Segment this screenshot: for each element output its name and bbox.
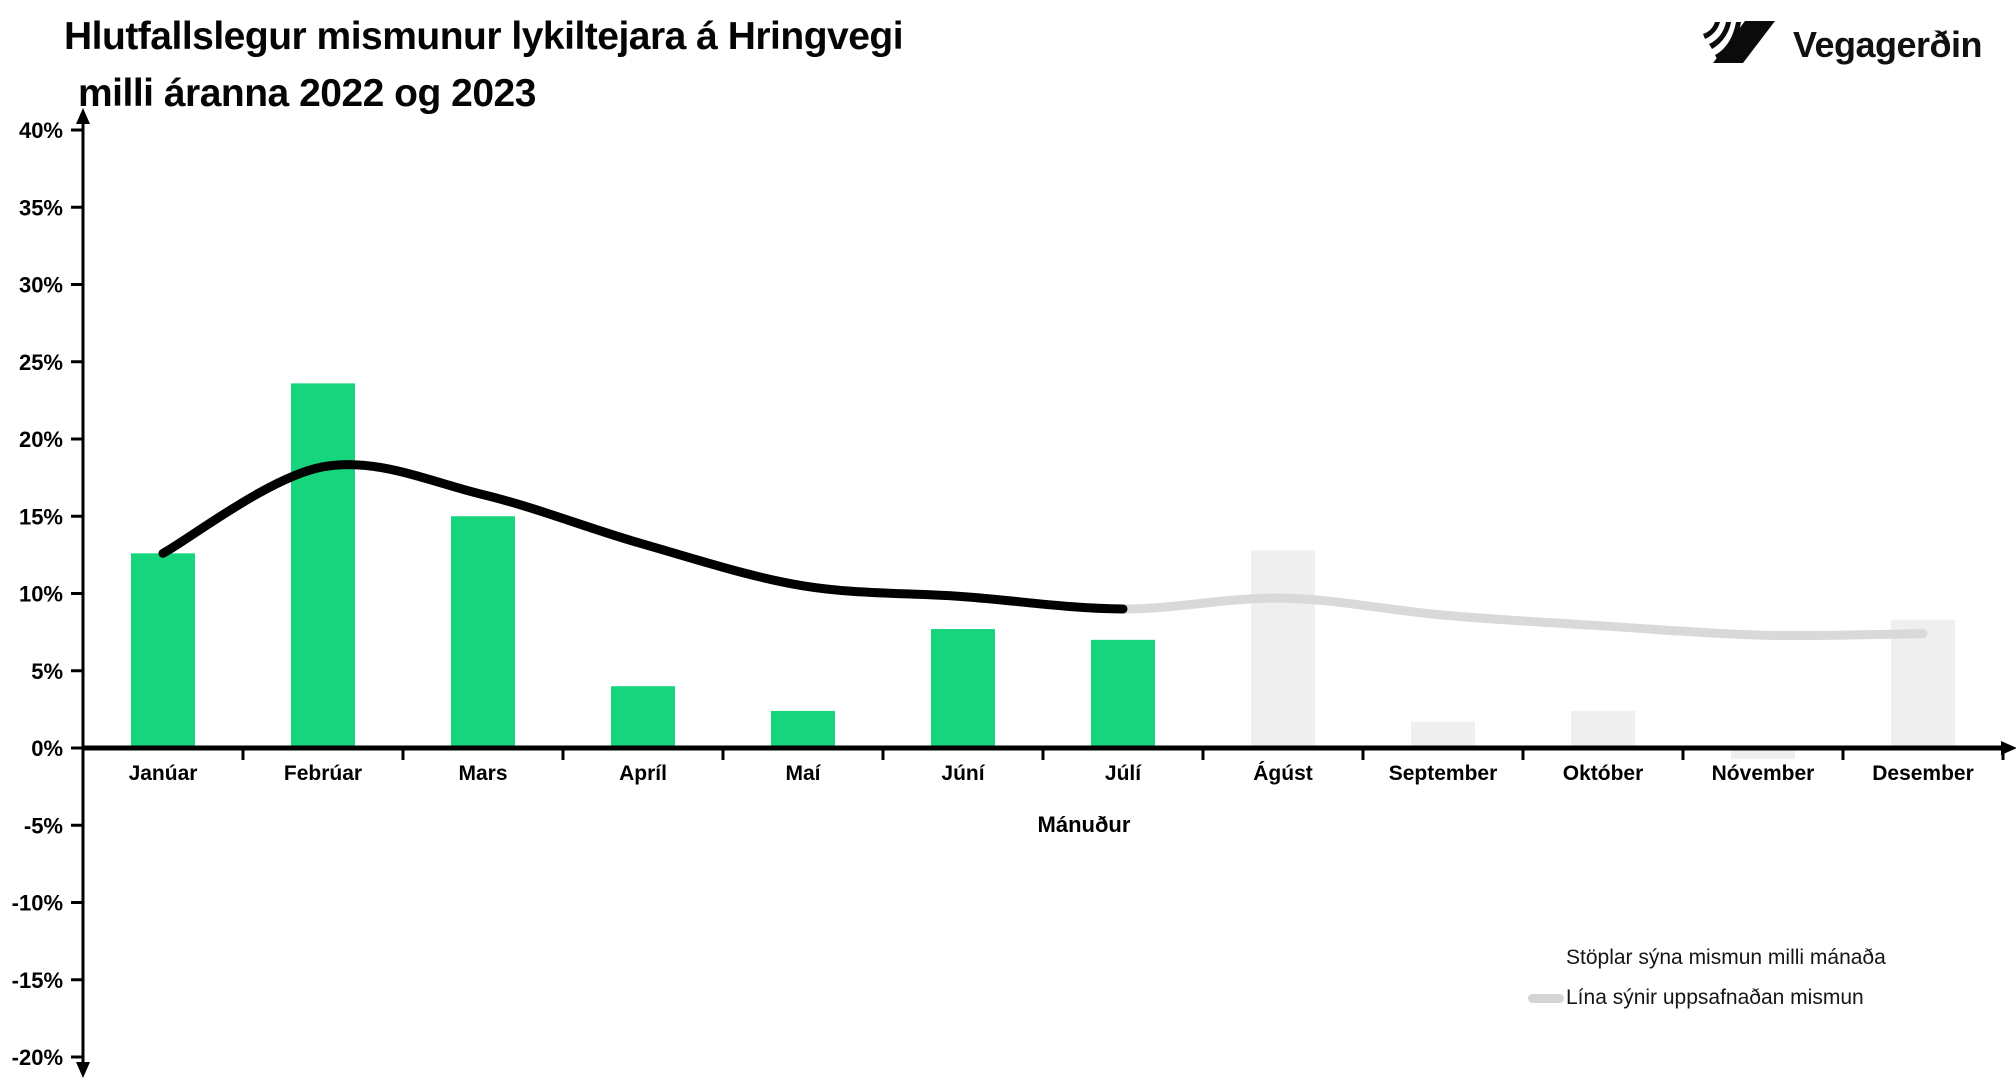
bar-ágúst	[1251, 550, 1315, 748]
legend-row-bars: Stöplar sýna mismun milli mánaða	[1528, 938, 1886, 978]
bar-desember	[1891, 619, 1955, 748]
y-tick-label: 0%	[31, 736, 63, 761]
y-tick-label: -10%	[12, 891, 63, 916]
y-tick-label: -15%	[12, 968, 63, 993]
brand-logo: Vegagerðin	[1701, 18, 1983, 71]
y-tick-label: 5%	[31, 659, 63, 684]
x-category-label: Desember	[1872, 762, 1974, 785]
x-category-label: Ágúst	[1253, 762, 1313, 785]
y-axis-up-arrow-icon	[76, 108, 90, 124]
y-tick-label: -20%	[12, 1045, 63, 1070]
chart-title: Hlutfallslegur mismunur lykiltejara á Hr…	[64, 8, 904, 122]
bar-mars	[451, 516, 515, 748]
brand-name: Vegagerðin	[1792, 23, 1983, 65]
bar-maí	[771, 710, 835, 748]
vegagerdin-logo-icon	[1701, 18, 1779, 71]
chart-title-line-2: milli áranna 2022 og 2023	[78, 72, 536, 115]
y-tick-label: 40%	[19, 118, 63, 143]
x-category-label: Nóvember	[1712, 762, 1815, 785]
bar-júní	[931, 629, 995, 748]
x-category-label: Maí	[785, 762, 821, 785]
x-category-label: Janúar	[129, 762, 198, 785]
x-axis-title: Mánuður	[1037, 812, 1131, 837]
y-tick-label: 30%	[19, 273, 63, 298]
y-tick-label: 20%	[19, 427, 63, 452]
y-tick-label: 10%	[19, 582, 63, 607]
x-category-label: Júlí	[1105, 762, 1142, 785]
legend-bars-swatch	[1528, 954, 1564, 963]
bar-febrúar	[291, 383, 355, 748]
y-axis-down-arrow-icon	[76, 1062, 90, 1078]
cumulative-line-actual	[158, 460, 1128, 614]
legend-bars-label: Stöplar sýna mismun milli mánaða	[1566, 946, 1886, 969]
y-tick-label: 15%	[19, 504, 63, 529]
bar-júlí	[1091, 639, 1155, 748]
x-category-label: Júní	[941, 762, 985, 785]
x-axis-right-arrow-icon	[2001, 741, 2016, 755]
bar-nóvember	[1731, 748, 1795, 759]
chart-title-line-1: Hlutfallslegur mismunur lykiltejara á Hr…	[64, 15, 904, 58]
x-category-label: Febrúar	[284, 762, 362, 785]
x-category-label: Mars	[458, 762, 507, 785]
y-tick-label: -5%	[24, 813, 63, 838]
y-tick-label: 25%	[19, 350, 63, 375]
bar-apríl	[611, 686, 675, 748]
bar-september	[1411, 721, 1475, 748]
x-category-label: Október	[1563, 762, 1644, 785]
legend-line-swatch-icon	[1528, 993, 1564, 1003]
chart-legend: Stöplar sýna mismun milli mánaða Lína sý…	[1528, 938, 1886, 1018]
legend-line-label: Lína sýnir uppsafnaðan mismun	[1566, 986, 1864, 1009]
bar-janúar	[131, 553, 195, 748]
x-category-label: September	[1389, 762, 1498, 785]
bar-október	[1571, 710, 1635, 748]
y-tick-label: 35%	[19, 195, 63, 220]
legend-row-line: Lína sýnir uppsafnaðan mismun	[1528, 978, 1886, 1018]
cumulative-line-projected	[1118, 593, 1928, 641]
x-category-label: Apríl	[619, 762, 667, 785]
